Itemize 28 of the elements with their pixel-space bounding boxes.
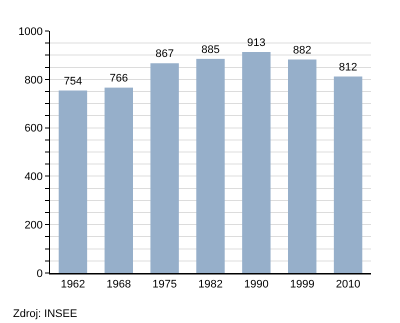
y-tick-label: 800 [24,74,43,86]
y-tick-label: 1000 [18,26,43,38]
bar [334,76,362,273]
y-tick-label: 200 [24,219,43,232]
bar [104,88,133,273]
x-tick-label: 1999 [290,278,314,291]
y-tick-label: 0 [36,268,43,280]
bar [58,90,88,273]
x-tick-label: 1962 [60,278,86,291]
x-tick-label: 1982 [198,278,223,291]
y-tick-label: 400 [24,171,43,184]
data-label: 885 [201,44,220,56]
bar [150,63,179,273]
y-tick-label: 600 [24,122,43,135]
data-label: 812 [338,62,358,74]
text: Zdroj: INSEE [13,308,78,320]
data-label: 882 [293,44,312,57]
x-tick-label: 1968 [106,278,132,291]
bar [242,52,271,273]
x-tick-label: 1975 [152,278,177,291]
data-label: 754 [64,76,82,88]
data-label: 766 [110,72,128,85]
x-tick-label: 2010 [336,278,360,291]
bar [288,60,316,273]
data-label: 867 [155,48,174,60]
bar [196,58,225,273]
x-tick-label: 1990 [244,278,269,291]
data-label: 913 [247,37,266,50]
